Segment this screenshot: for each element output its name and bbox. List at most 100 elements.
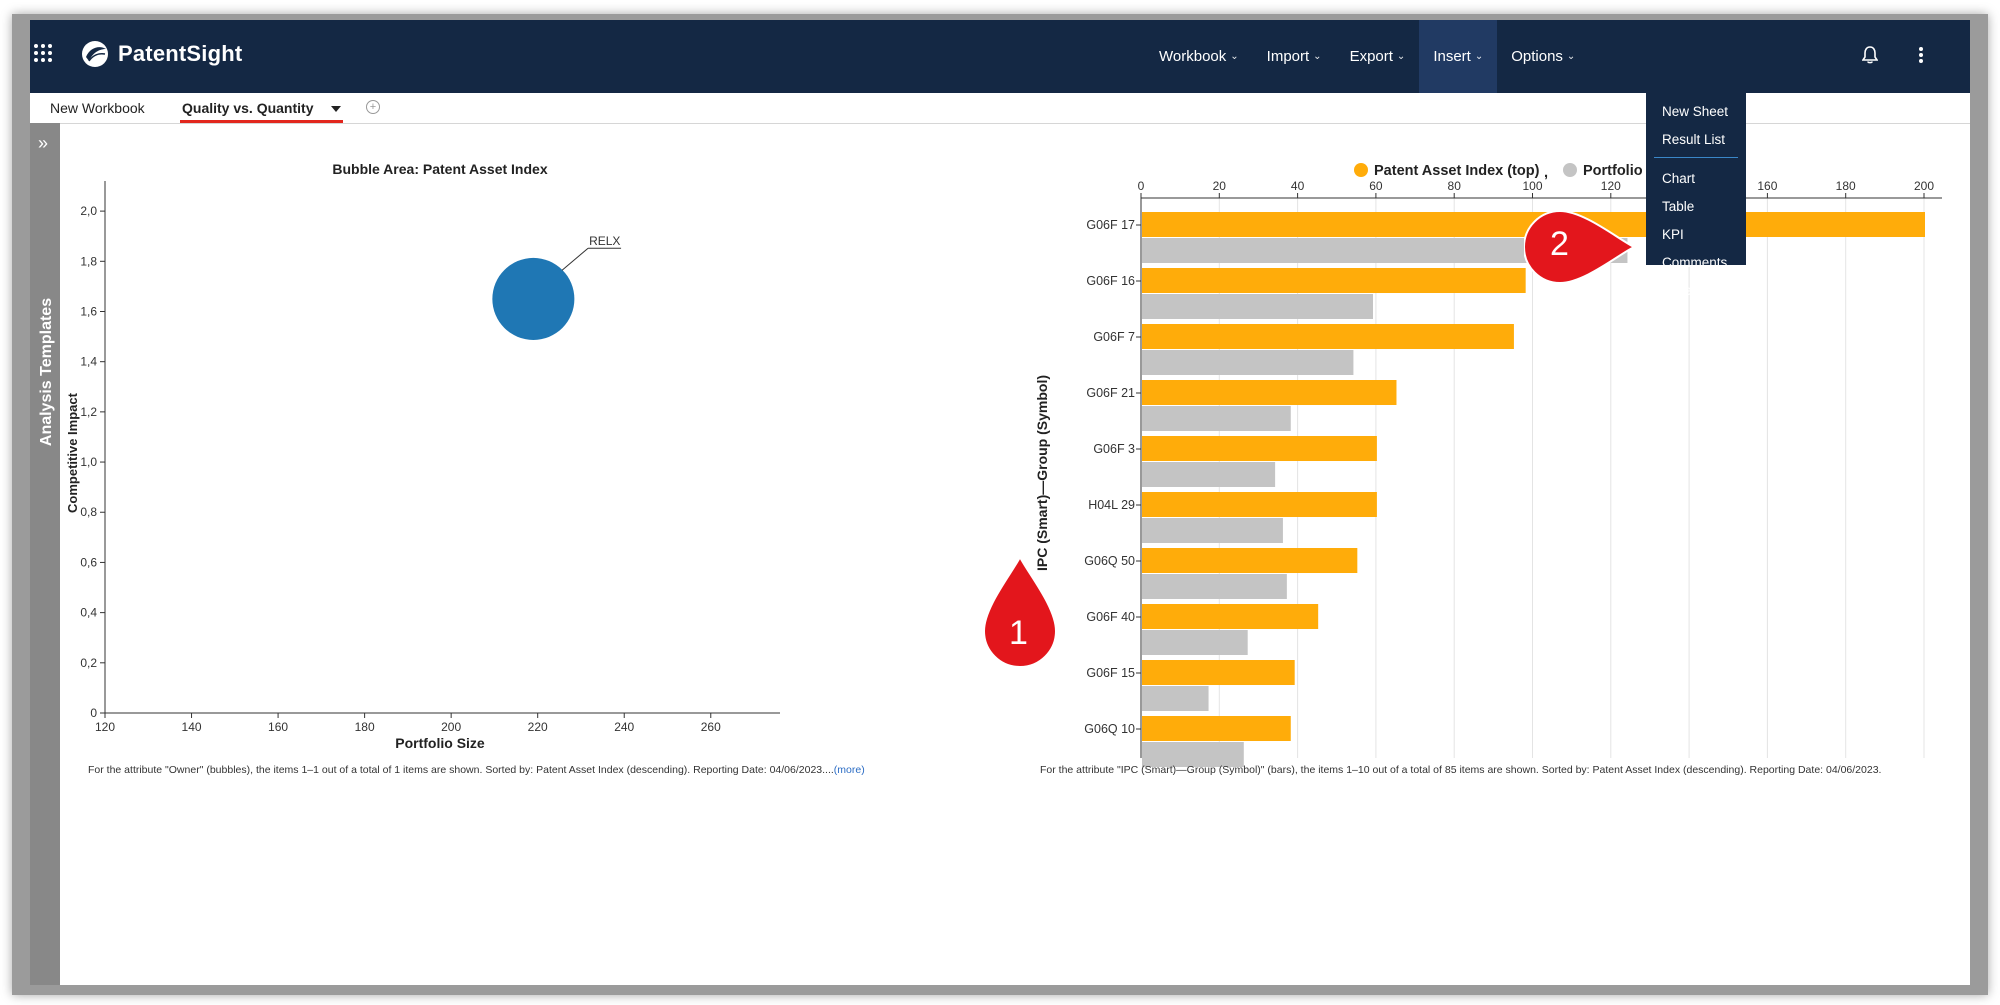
bar-category-label: G06F 7 [1093,330,1135,344]
callout-shape-1 [982,554,1058,668]
chevron-down-icon: ⌄ [1474,51,1484,62]
bar-portfolio-size [1142,406,1291,431]
bar-portfolio-size [1142,462,1276,487]
charts-canvas: Bubble Area: Patent Asset Index00,20,40,… [65,161,1942,767]
insert-dropdown-menu: New Sheet Result List Chart Table KPI Co… [1646,93,1746,298]
bar-category-label: G06F 15 [1086,666,1135,680]
bar-portfolio-size [1142,686,1209,711]
bar-x-tick-label: 20 [1213,179,1227,193]
menu-divider [1654,157,1738,158]
insert-chart[interactable]: Chart [1662,171,1696,186]
bubble-x-tick-label: 160 [268,720,288,734]
callout-marker-1: 1 [980,554,1060,668]
bubble-x-tick-label: 140 [182,720,202,734]
tab-dropdown-caret-icon[interactable] [331,106,341,112]
bar-x-tick-label: 180 [1836,179,1856,193]
bubble-y-tick-label: 0,8 [80,505,97,519]
bubble-x-tick-label: 240 [614,720,634,734]
bubble-x-tick-label: 180 [355,720,375,734]
bubble-x-tick-label: 120 [95,720,115,734]
bubble-y-tick-label: 0,2 [80,656,97,670]
bubble-y-axis-title: Competitive Impact [65,392,80,513]
insert-time-slider[interactable]: Time Slider [1662,283,1730,298]
legend-portfolio-size-marker [1563,163,1577,177]
bar-category-label: H04L 29 [1088,498,1135,512]
callout-marker-2: 2 [1523,207,1637,287]
menu-export[interactable]: Export ⌄ [1336,20,1420,93]
bubble-chart-title: Bubble Area: Patent Asset Index [332,161,547,177]
bar-x-tick-label: 80 [1448,179,1462,193]
bar-category-label: G06F 40 [1086,610,1135,624]
bubble-y-tick-label: 1,4 [80,355,97,369]
notification-bell-icon[interactable] [1861,46,1879,69]
bubble-point-label: RELX [589,234,620,248]
analysis-templates-sidebar[interactable]: » Analysis Templates [30,123,60,985]
logo-text: PatentSight [118,41,243,66]
bar-patent-asset-index [1142,324,1514,349]
insert-kpi[interactable]: KPI [1662,227,1684,242]
bubble-x-tick-label: 200 [441,720,461,734]
legend-separator: , [1544,165,1548,181]
menu-workbook[interactable]: Workbook ⌄ [1145,20,1253,93]
bar-x-tick-label: 60 [1369,179,1383,193]
patentsight-logo-icon [82,41,108,67]
add-sheet-icon[interactable]: + [366,100,380,114]
menu-import[interactable]: Import ⌄ [1253,20,1336,93]
main-menu: Workbook ⌄ Import ⌄ Export ⌄ Insert ⌄ Option… [1145,20,1589,93]
bar-x-tick-label: 0 [1138,179,1145,193]
menu-import-label: Import [1266,48,1310,65]
bar-patent-asset-index [1142,380,1397,405]
app-grid-icon[interactable] [34,44,52,67]
bubble-point [492,257,575,340]
bar-portfolio-size [1142,574,1287,599]
chevron-down-icon: ⌄ [1566,51,1576,62]
bubble-chart-footnote: For the attribute "Owner" (bubbles), the… [88,764,865,776]
bar-chart-footnote: For the attribute "IPC (Smart)—Group (Sy… [1040,764,1882,776]
bar-category-label: G06Q 50 [1084,554,1135,568]
chevron-down-icon: ⌄ [1396,51,1406,62]
bubble-x-tick-label: 260 [701,720,721,734]
insert-result-list[interactable]: Result List [1662,132,1726,147]
legend-patent-asset-index-label: Patent Asset Index (top) [1374,163,1540,179]
tab-quality-vs-quantity[interactable]: Quality vs. Quantity [182,100,314,116]
bar-patent-asset-index [1142,268,1526,293]
tab-new-workbook[interactable]: New Workbook [50,100,145,116]
bubble-y-tick-label: 0,4 [80,606,97,620]
chevron-down-icon: ⌄ [1230,51,1239,62]
app-window: PatentSight Workbook ⌄ Import ⌄ Export ⌄ In… [30,20,1970,985]
insert-table[interactable]: Table [1662,199,1695,214]
menu-options-label: Options [1511,48,1563,65]
bubble-x-axis-title: Portfolio Size [395,735,485,751]
bar-patent-asset-index [1142,548,1358,573]
bubble-x-tick-label: 220 [528,720,548,734]
bar-patent-asset-index [1142,492,1377,517]
menu-export-label: Export [1349,48,1393,65]
insert-new-sheet[interactable]: New Sheet [1662,104,1729,119]
bar-category-label: G06Q 10 [1084,722,1135,736]
bar-patent-asset-index [1142,716,1291,741]
bar-portfolio-size [1142,742,1244,767]
callout-number-1: 1 [1009,614,1028,652]
patentsight-logo[interactable]: PatentSight [80,39,242,69]
menu-workbook-label: Workbook [1159,48,1227,65]
expand-sidebar-icon[interactable]: » [38,133,49,153]
legend-patent-asset-index-marker [1354,163,1368,177]
bar-category-label: G06F 3 [1093,442,1135,456]
menu-insert[interactable]: Insert ⌄ [1419,20,1498,93]
bar-portfolio-size [1142,518,1283,543]
top-navigation-bar: PatentSight Workbook ⌄ Import ⌄ Export ⌄ In… [30,20,1970,93]
bar-portfolio-size [1142,630,1248,655]
insert-comments[interactable]: Comments [1662,255,1728,270]
bar-portfolio-size [1142,294,1373,319]
bar-category-label: G06F 16 [1086,274,1135,288]
active-tab-indicator [180,120,343,123]
bar-portfolio-size [1142,350,1354,375]
bubble-chart-footnote-text: For the attribute "Owner" (bubbles), the… [88,764,834,776]
bar-patent-asset-index [1142,604,1319,629]
bubble-y-tick-label: 0 [90,706,97,720]
more-options-icon[interactable] [1918,46,1924,69]
callout-number-2: 2 [1550,225,1569,263]
more-link[interactable]: (more) [833,764,865,776]
bar-x-tick-label: 100 [1522,179,1542,193]
menu-options[interactable]: Options ⌄ [1497,20,1589,93]
